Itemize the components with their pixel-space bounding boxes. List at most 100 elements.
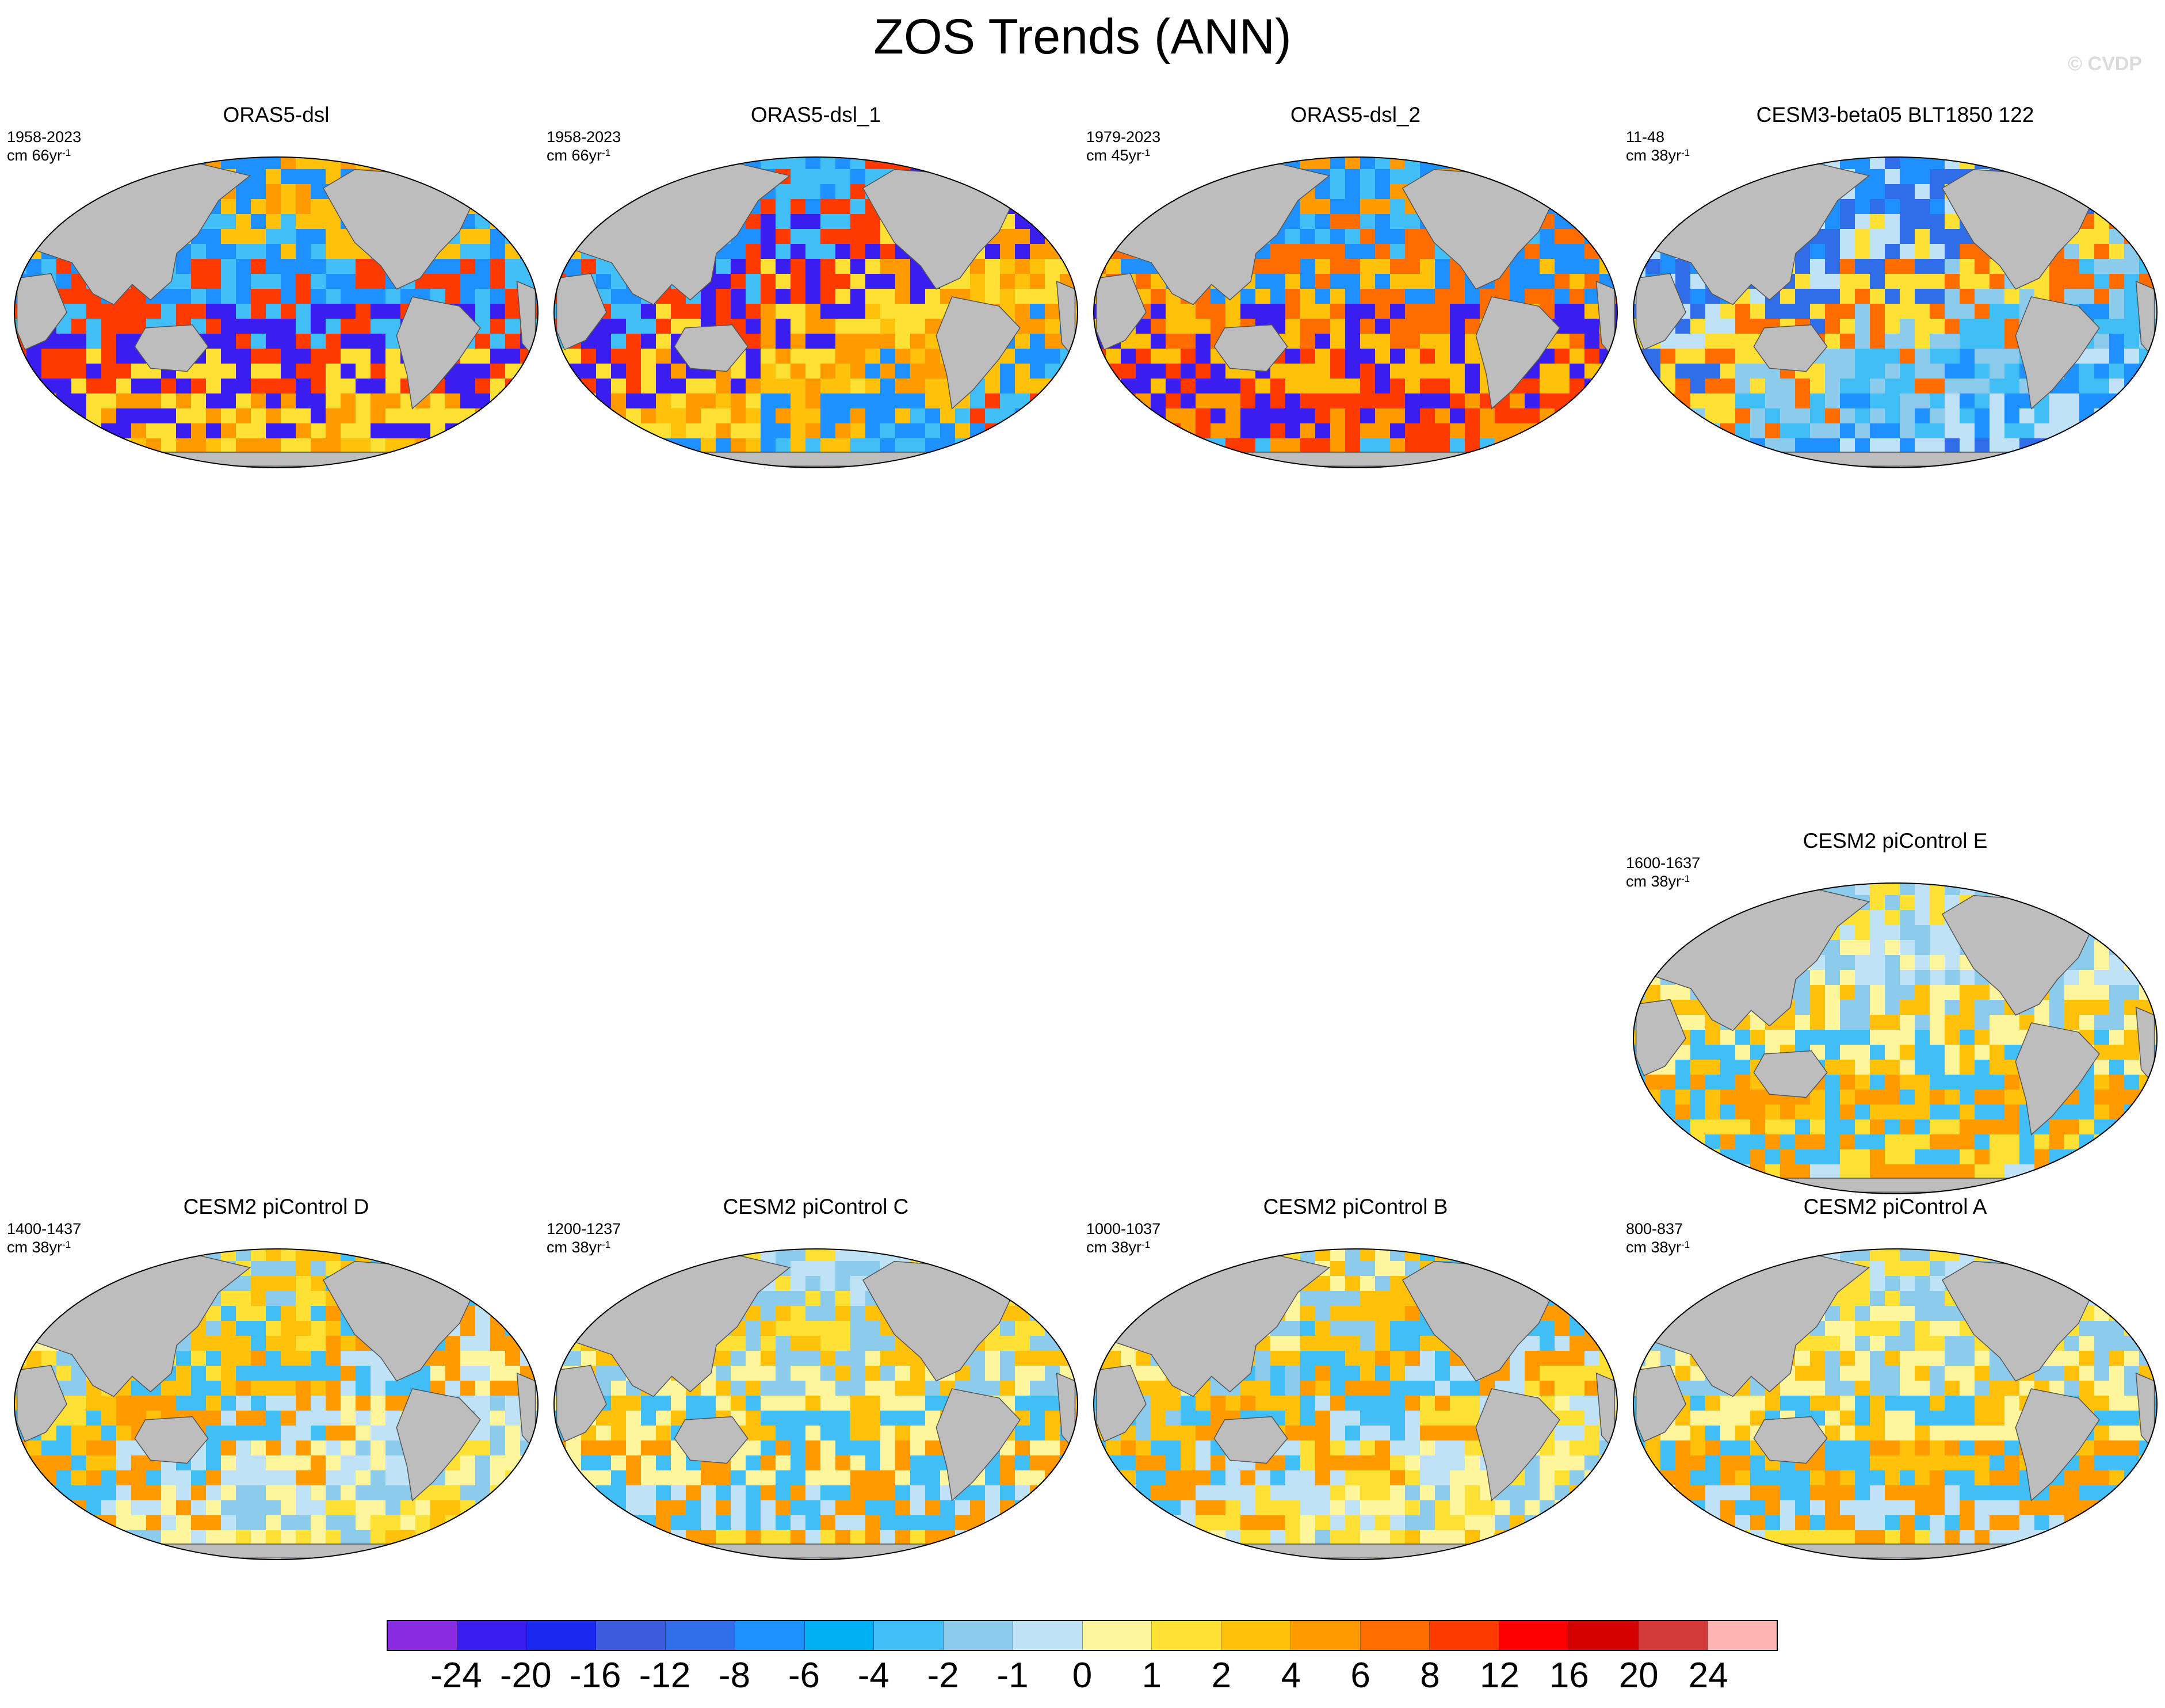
ocean-field-cell [1091, 468, 1106, 471]
ocean-field-cell [1121, 364, 1136, 379]
ocean-field-cell [746, 423, 761, 439]
ocean-field-cell [221, 334, 236, 349]
ocean-field-cell [221, 244, 236, 259]
ocean-field-cell [1825, 319, 1841, 334]
ocean-field-cell [281, 408, 296, 424]
ocean-field-cell [2109, 1060, 2125, 1075]
ocean-field-cell [1915, 895, 1930, 911]
ocean-field-cell [1975, 985, 1990, 1000]
ocean-field-cell [385, 349, 401, 364]
ocean-field-cell [1990, 1030, 2005, 1045]
ocean-field-cell [1690, 468, 1706, 471]
ocean-field-cell [1555, 379, 1570, 394]
ocean-field-cell [596, 423, 612, 439]
ocean-field-cell [161, 1530, 177, 1546]
ocean-field-cell [1285, 229, 1301, 244]
ocean-field-cell [116, 304, 132, 319]
ocean-field-cell [1315, 379, 1331, 394]
ocean-field-cell [266, 423, 281, 439]
ocean-field-cell [865, 214, 881, 230]
ocean-field-cell [746, 304, 761, 319]
ocean-field-cell [1645, 214, 1661, 230]
ocean-field-cell [1690, 1075, 1706, 1090]
ocean-field-cell [2154, 229, 2157, 244]
ocean-field-cell [1690, 379, 1706, 394]
ocean-field-cell [1645, 468, 1661, 471]
ocean-field-cell [1375, 244, 1391, 259]
ocean-field-cell [985, 289, 1001, 304]
ocean-field-cell [1166, 453, 1181, 468]
ocean-field-cell [460, 438, 476, 454]
ocean-field-cell [385, 468, 401, 471]
ocean-field-cell [146, 408, 162, 424]
ocean-field-cell [191, 1485, 207, 1501]
ocean-field-cell [1660, 423, 1676, 439]
ocean-field-cell [2064, 1105, 2080, 1120]
ocean-field-cell [925, 379, 941, 394]
ocean-field-cell [2094, 1030, 2110, 1045]
ocean-field-cell [475, 1366, 491, 1381]
ocean-field-cell [356, 468, 371, 471]
ocean-field-cell [1825, 1149, 1841, 1165]
ocean-field-cell [1975, 1090, 1990, 1105]
ocean-field-cell [2019, 883, 2035, 896]
ocean-field-cell [1375, 393, 1391, 409]
ocean-field-cell [1000, 229, 1015, 244]
ocean-field-cell [311, 1530, 326, 1546]
ocean-field-cell [371, 1470, 386, 1486]
ocean-field-cell [596, 364, 612, 379]
ocean-field-cell [1900, 1000, 1915, 1015]
ocean-field-cell [1060, 229, 1075, 244]
ocean-field-cell [1885, 214, 1900, 230]
ocean-field-cell [14, 1306, 27, 1321]
ocean-field-cell [1270, 438, 1286, 454]
ocean-field-cell [341, 364, 356, 379]
ocean-field-cell [880, 259, 896, 274]
ocean-field-cell [656, 349, 671, 364]
ocean-field-cell [1075, 229, 1078, 244]
ocean-field-cell [1660, 169, 1676, 185]
ocean-field-cell [1945, 985, 1960, 1000]
ocean-field-cell [505, 1530, 521, 1546]
ocean-field-cell [1750, 393, 1766, 409]
ocean-field-cell [311, 1485, 326, 1501]
ocean-field-cell [820, 1261, 836, 1277]
ocean-field-cell [356, 1455, 371, 1471]
ocean-field-cell [266, 334, 281, 349]
ocean-field-cell [626, 334, 642, 349]
ocean-field-cell [596, 379, 612, 394]
ocean-field-cell [2139, 214, 2155, 230]
ocean-field-cell [1151, 393, 1166, 409]
ocean-field-cell [1705, 1060, 1721, 1075]
ocean-field-cell [460, 1455, 476, 1471]
ocean-field-cell [880, 438, 896, 454]
ocean-field-cell [1855, 1164, 1870, 1180]
ocean-field-cell [1633, 1149, 1646, 1165]
ocean-field-cell [2079, 955, 2095, 970]
ocean-field-cell [1855, 1060, 1870, 1075]
ocean-field-cell [1060, 1276, 1075, 1291]
ocean-field-cell [206, 364, 222, 379]
ocean-field-cell [1060, 379, 1075, 394]
ocean-field-cell [1360, 349, 1376, 364]
ocean-field-cell [2034, 408, 2050, 424]
ocean-field-cell [1555, 259, 1570, 274]
ocean-field-cell [671, 423, 686, 439]
ocean-field-cell [86, 1396, 102, 1411]
ocean-field-cell [1675, 157, 1691, 170]
ocean-field-cell [505, 199, 521, 215]
ocean-field-cell [1750, 423, 1766, 439]
ocean-field-cell [1435, 468, 1450, 471]
ocean-field-cell [41, 1440, 57, 1456]
ocean-field-cell [86, 319, 102, 334]
ocean-field-cell [1360, 468, 1376, 471]
ocean-field-cell [1584, 408, 1600, 424]
ocean-field-cell [596, 1291, 612, 1306]
ocean-field-cell [2004, 1134, 2020, 1150]
ocean-field-cell [581, 1291, 597, 1306]
ocean-field-cell [1765, 423, 1781, 439]
ocean-field-cell [1465, 157, 1480, 170]
ocean-field-cell [445, 438, 461, 454]
ocean-field-cell [520, 1560, 536, 1562]
ocean-field-cell [1960, 289, 1975, 304]
